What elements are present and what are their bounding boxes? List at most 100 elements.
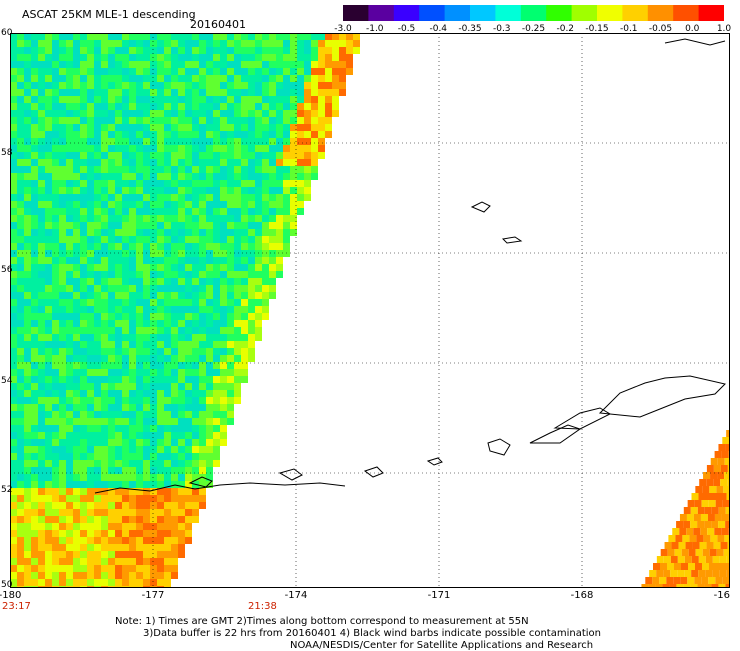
swath-cell bbox=[143, 201, 150, 208]
swath-cell bbox=[157, 530, 164, 537]
swath-cell bbox=[178, 152, 185, 159]
swath-cell bbox=[220, 173, 227, 180]
swath-cell bbox=[143, 229, 150, 236]
swath-cell bbox=[129, 236, 136, 243]
swath-cell bbox=[31, 516, 38, 523]
swath-cell bbox=[248, 33, 255, 40]
swath-cell bbox=[262, 145, 269, 152]
swath-cell bbox=[185, 446, 192, 453]
swath-cell bbox=[87, 474, 94, 481]
swath-cell bbox=[115, 369, 122, 376]
swath-cell bbox=[178, 47, 185, 54]
swath-cell bbox=[45, 173, 52, 180]
swath-cell bbox=[220, 257, 227, 264]
swath-cell bbox=[171, 537, 178, 544]
swath-cell bbox=[206, 369, 213, 376]
swath-cell bbox=[325, 110, 332, 117]
swath-cell bbox=[73, 579, 80, 586]
swath-cell bbox=[38, 257, 45, 264]
swath-cell bbox=[143, 488, 150, 495]
swath-cell bbox=[45, 488, 52, 495]
swath-cell bbox=[171, 257, 178, 264]
swath-cell bbox=[248, 271, 255, 278]
swath-cell bbox=[164, 159, 171, 166]
swath-cell bbox=[192, 502, 199, 509]
swath-cell bbox=[304, 194, 311, 201]
swath-cell bbox=[101, 390, 108, 397]
swath-cell bbox=[136, 313, 143, 320]
swath-cell bbox=[227, 131, 234, 138]
swath-cell bbox=[332, 89, 339, 96]
swath-cell bbox=[318, 82, 325, 89]
swath-cell bbox=[199, 488, 206, 495]
swath-cell bbox=[178, 75, 185, 82]
swath-cell bbox=[192, 446, 199, 453]
swath-cell bbox=[178, 159, 185, 166]
swath-cell bbox=[192, 54, 199, 61]
swath-cell bbox=[178, 383, 185, 390]
swath-cell bbox=[122, 159, 129, 166]
swath-cell bbox=[699, 493, 706, 500]
swath-cell bbox=[213, 285, 220, 292]
swath-cell bbox=[157, 516, 164, 523]
swath-cell bbox=[87, 334, 94, 341]
swath-cell bbox=[59, 187, 66, 194]
swath-cell bbox=[80, 334, 87, 341]
swath-cell bbox=[10, 439, 17, 446]
swath-cell bbox=[108, 348, 115, 355]
swath-cell bbox=[164, 306, 171, 313]
swath-cell bbox=[185, 278, 192, 285]
swath-cell bbox=[31, 327, 38, 334]
swath-cell bbox=[311, 124, 318, 131]
swath-cell bbox=[17, 313, 24, 320]
swath-cell bbox=[157, 173, 164, 180]
swath-cell bbox=[234, 271, 241, 278]
swath-cell bbox=[94, 320, 101, 327]
swath-cell bbox=[94, 152, 101, 159]
swath-cell bbox=[255, 250, 262, 257]
swath-cell bbox=[241, 82, 248, 89]
swath-cell bbox=[31, 320, 38, 327]
swath-cell bbox=[227, 306, 234, 313]
swath-cell bbox=[227, 152, 234, 159]
swath-cell bbox=[73, 411, 80, 418]
swath-cell bbox=[178, 208, 185, 215]
swath-cell bbox=[666, 577, 673, 584]
swath-cell bbox=[80, 425, 87, 432]
swath-cell bbox=[290, 117, 297, 124]
swath-cell bbox=[122, 292, 129, 299]
swath-cell bbox=[52, 110, 59, 117]
swath-cell bbox=[171, 285, 178, 292]
swath-cell bbox=[52, 278, 59, 285]
swath-cell bbox=[59, 502, 66, 509]
swath-cell bbox=[129, 278, 136, 285]
swath-cell bbox=[213, 292, 220, 299]
swath-cell bbox=[171, 432, 178, 439]
swath-cell bbox=[31, 124, 38, 131]
swath-cell bbox=[94, 327, 101, 334]
swath-cell bbox=[206, 250, 213, 257]
swath-cell bbox=[17, 159, 24, 166]
swath-cell bbox=[157, 460, 164, 467]
swath-cell bbox=[80, 432, 87, 439]
swath-cell bbox=[262, 229, 269, 236]
swath-cell bbox=[346, 47, 353, 54]
swath-cell bbox=[311, 159, 318, 166]
swath-cell bbox=[241, 138, 248, 145]
swath-cell bbox=[668, 535, 675, 542]
swath-cell bbox=[255, 187, 262, 194]
swath-cell bbox=[185, 75, 192, 82]
swath-cell bbox=[283, 173, 290, 180]
swath-cell bbox=[178, 537, 185, 544]
swath-cell bbox=[24, 474, 31, 481]
swath-cell bbox=[178, 411, 185, 418]
swath-cell bbox=[24, 89, 31, 96]
swath-cell bbox=[129, 180, 136, 187]
swath-cell bbox=[276, 236, 283, 243]
swath-cell bbox=[52, 544, 59, 551]
swath-cell bbox=[213, 460, 220, 467]
swath-cell bbox=[31, 40, 38, 47]
swath-cell bbox=[248, 61, 255, 68]
swath-cell bbox=[206, 439, 213, 446]
swath-cell bbox=[178, 278, 185, 285]
